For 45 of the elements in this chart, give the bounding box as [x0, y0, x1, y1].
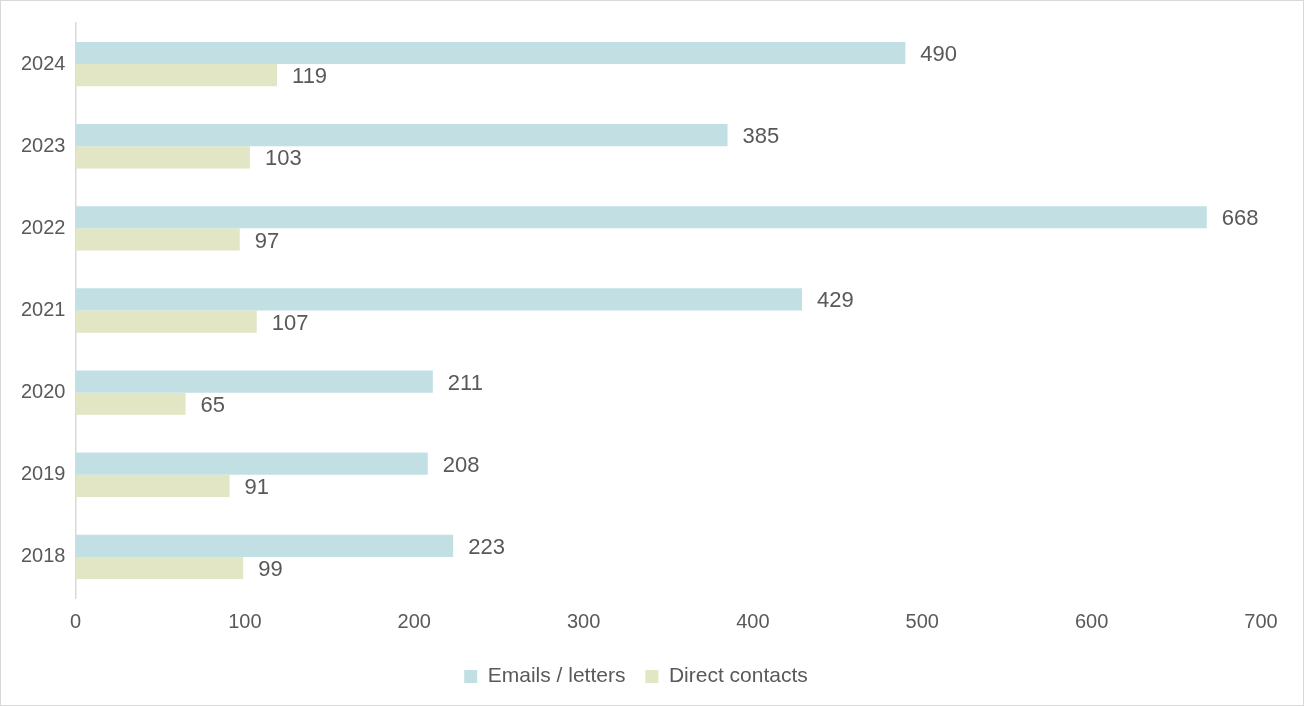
y-tick-label: 2022: [20, 215, 66, 238]
bar: [75, 310, 257, 333]
data-label: 385: [742, 123, 780, 149]
bar: [75, 124, 728, 147]
bar: [75, 146, 250, 169]
data-label: 99: [258, 556, 283, 582]
x-tick-label: 200: [397, 609, 431, 632]
y-tick-label: 2020: [20, 380, 66, 403]
bar: [75, 452, 428, 475]
x-tick-label: 500: [905, 609, 939, 632]
y-tick-label: 2023: [20, 133, 66, 156]
data-label: 65: [200, 391, 226, 417]
data-label: 119: [292, 63, 328, 89]
x-tick-label: 0: [69, 609, 82, 632]
bar: [75, 206, 1207, 229]
bar: [75, 392, 186, 415]
y-tick-label: 2019: [20, 462, 66, 485]
bar: [75, 288, 803, 311]
x-tick-label: 300: [566, 609, 601, 632]
legend-label: Direct contacts: [668, 663, 808, 687]
data-label: 490: [920, 41, 958, 67]
bar: [75, 41, 906, 65]
x-tick-label: 100: [228, 609, 262, 632]
data-label: 91: [244, 473, 270, 499]
data-label: 429: [817, 287, 854, 313]
y-tick-label: 2024: [20, 51, 66, 74]
bar: [75, 64, 278, 87]
data-label: 107: [271, 309, 309, 335]
bar: [75, 370, 433, 393]
x-tick-label: 600: [1074, 609, 1109, 632]
bar: [75, 556, 244, 580]
bar: [75, 228, 240, 251]
x-tick-label: 700: [1244, 609, 1278, 632]
data-label: 208: [442, 451, 480, 477]
bar: [75, 474, 230, 497]
data-label: 103: [264, 145, 302, 171]
legend-label: Emails / letters: [487, 663, 626, 687]
x-tick-label: 400: [736, 609, 770, 632]
data-label: 668: [1221, 205, 1259, 231]
y-tick-label: 2021: [20, 298, 66, 321]
y-tick-label: 2018: [20, 544, 66, 567]
data-label: 97: [254, 227, 280, 253]
bar: [75, 534, 454, 557]
data-label: 211: [447, 369, 483, 395]
data-label: 223: [468, 533, 505, 559]
